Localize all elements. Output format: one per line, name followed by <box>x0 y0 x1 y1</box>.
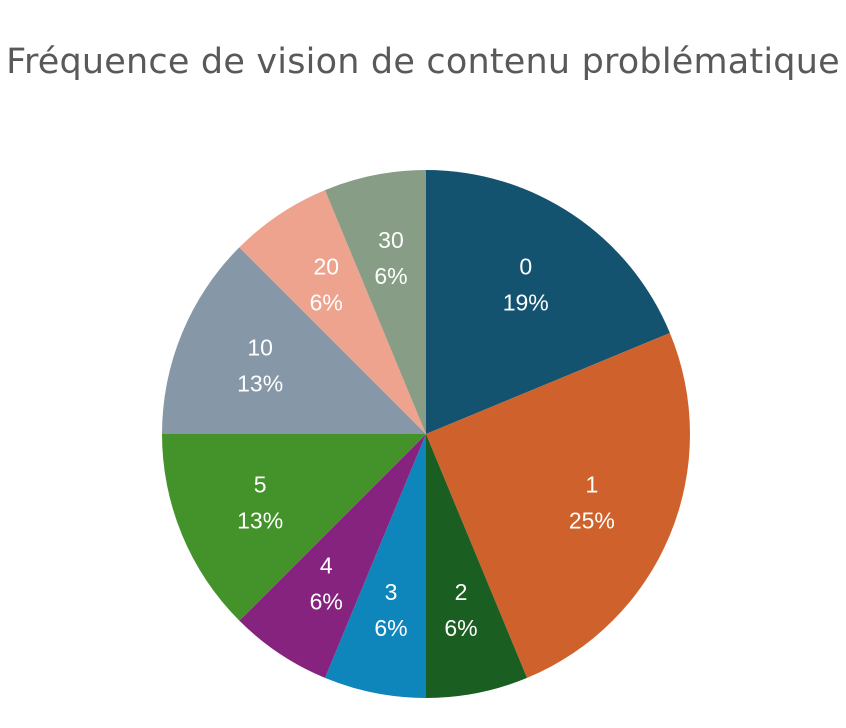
slice-percent-label-1: 25% <box>569 508 615 534</box>
pie-slice-1 <box>426 332 690 678</box>
slice-percent-label-3: 6% <box>374 615 407 641</box>
slice-percent-label-2: 6% <box>444 615 477 641</box>
pie-slice-0 <box>426 170 670 434</box>
slice-category-label-4: 4 <box>320 552 333 578</box>
pie-slice-3 <box>324 434 426 698</box>
slice-percent-label-5: 13% <box>237 508 283 534</box>
slice-category-label-10: 10 <box>247 334 273 360</box>
chart-title: Fréquence de vision de contenu problémat… <box>6 42 840 82</box>
slice-percent-label-30: 6% <box>374 263 407 289</box>
slice-percent-label-20: 6% <box>310 290 343 316</box>
pie-slice-5 <box>162 434 426 621</box>
slice-category-label-0: 0 <box>519 254 532 280</box>
pie-slice-20 <box>239 190 426 434</box>
pie-slice-30 <box>324 170 426 434</box>
slice-percent-label-4: 6% <box>310 588 343 614</box>
slice-category-label-30: 30 <box>378 227 404 253</box>
slice-percent-label-0: 19% <box>503 290 549 316</box>
pie-slice-4 <box>239 434 426 678</box>
slice-percent-label-10: 13% <box>237 370 283 396</box>
pie-slice-10 <box>162 247 426 434</box>
pie-slice-2 <box>426 434 528 698</box>
slice-category-label-3: 3 <box>385 579 398 605</box>
slice-category-label-20: 20 <box>313 254 339 280</box>
slice-category-label-1: 1 <box>585 472 598 498</box>
slice-category-label-2: 2 <box>455 579 468 605</box>
slice-category-label-5: 5 <box>254 472 267 498</box>
